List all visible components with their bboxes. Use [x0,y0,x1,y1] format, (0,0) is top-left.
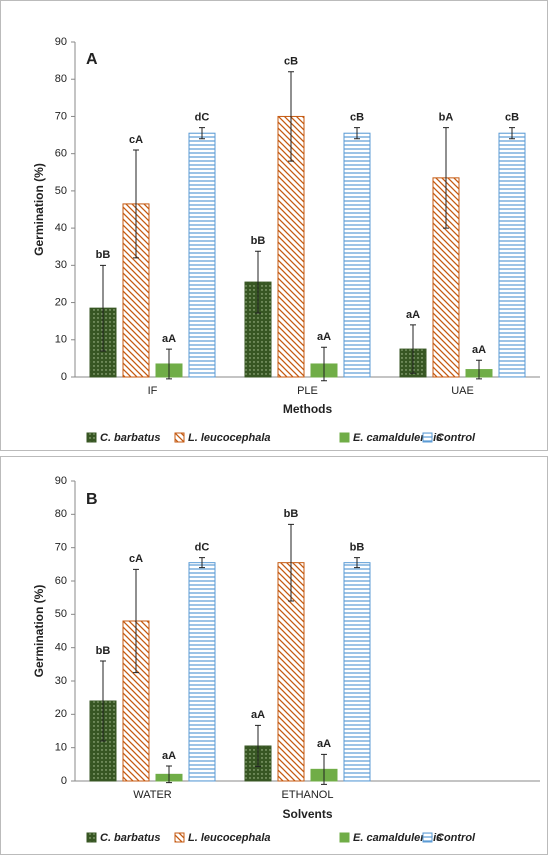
legend-label: C. barbatus [100,832,161,844]
y-tick-label: 0 [61,371,67,383]
significance-letter: aA [162,750,176,762]
x-tick-label: UAE [451,385,474,397]
y-tick-label: 40 [55,222,67,234]
error-bar [443,127,449,229]
y-tick-label: 20 [55,296,67,308]
significance-letter: bB [284,508,299,520]
x-tick-label: IF [148,385,158,397]
error-bar [288,71,294,162]
y-tick-label: 10 [55,742,67,754]
significance-letter: cB [284,56,298,68]
y-tick-label: 60 [55,148,67,160]
significance-letter: cA [129,134,143,146]
y-axis-title: Germination (%) [32,163,46,256]
error-bar [288,523,294,602]
panel-label: A [86,51,98,68]
significance-letter: dC [195,542,210,554]
legend-label: L. leucocephala [188,432,271,444]
significance-letter: aA [317,331,331,343]
significance-letter: bB [251,235,266,247]
y-tick-label: 30 [55,675,67,687]
legend-swatch [174,832,185,843]
legend-label: Control [436,832,476,844]
bar [188,562,216,782]
error-bar [354,127,360,140]
significance-letter: cA [129,553,143,565]
legend-label: L. leucocephala [188,832,271,844]
bar [277,562,305,782]
significance-letter: aA [472,344,486,356]
significance-letter: bA [439,112,454,124]
bar [498,132,526,378]
y-tick-label: 70 [55,110,67,122]
y-tick-label: 50 [55,608,67,620]
x-tick-label: WATER [133,789,172,801]
legend-swatch [339,832,350,843]
significance-letter: aA [162,333,176,345]
y-tick-label: 30 [55,259,67,271]
bar [343,132,371,378]
legend-swatch [86,832,97,843]
error-bar [321,753,327,785]
legend-label: C. barbatus [100,432,161,444]
y-tick-label: 90 [55,475,67,487]
error-bar [133,568,139,674]
error-bar [476,359,482,380]
significance-letter: bB [96,645,111,657]
error-bar [166,765,172,784]
panel-label: B [86,491,98,508]
y-tick-label: 40 [55,642,67,654]
significance-letter: bB [96,249,111,261]
significance-letter: dC [195,112,210,124]
x-tick-label: PLE [297,385,318,397]
error-bar [255,724,261,768]
error-bar [509,127,515,140]
legend-swatch [174,432,185,443]
legend-swatch [422,432,433,443]
error-bar [354,557,360,569]
y-tick-label: 90 [55,36,67,48]
y-tick-label: 50 [55,185,67,197]
error-bar [255,250,261,314]
significance-letter: cB [505,112,519,124]
y-tick-label: 0 [61,775,67,787]
error-bar [166,348,172,380]
significance-letter: aA [406,309,420,321]
error-bar [321,346,327,382]
significance-letter: bB [350,542,365,554]
x-axis-title: Solvents [282,807,332,821]
panel-frame [0,0,548,451]
x-tick-label: ETHANOL [282,789,334,801]
error-bar [100,264,106,352]
y-tick-label: 70 [55,542,67,554]
bar [343,562,371,782]
significance-letter: aA [251,709,265,721]
panel-frame [0,456,548,855]
legend-label: E. camaldulensis [353,432,442,444]
error-bar [199,557,205,569]
legend-swatch [339,432,350,443]
significance-letter: aA [317,738,331,750]
significance-letter: cB [350,112,364,124]
x-axis-title: Methods [283,402,333,416]
legend-label: Control [436,432,476,444]
y-tick-label: 20 [55,708,67,720]
error-bar [133,149,139,259]
y-tick-label: 80 [55,508,67,520]
error-bar [100,660,106,742]
bar [188,132,216,378]
legend-swatch [86,432,97,443]
y-tick-label: 60 [55,575,67,587]
y-tick-label: 80 [55,73,67,85]
legend-swatch [422,832,433,843]
error-bar [410,324,416,374]
legend-label: E. camaldulensis [353,832,442,844]
error-bar [199,127,205,140]
y-axis-title: Germination (%) [32,585,46,678]
y-tick-label: 10 [55,334,67,346]
